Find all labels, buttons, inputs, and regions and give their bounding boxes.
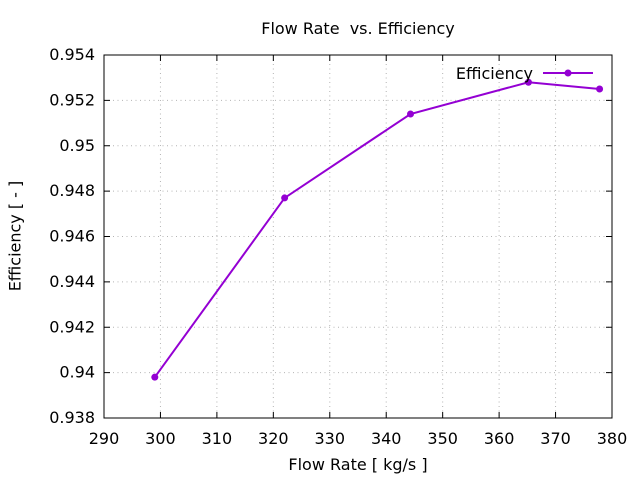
legend-label: Efficiency xyxy=(456,64,533,83)
gridlines xyxy=(103,54,613,419)
y-tick-label: 0.938 xyxy=(49,408,95,427)
y-tick-label: 0.95 xyxy=(59,136,95,155)
tick-marks xyxy=(103,54,613,419)
y-tick-label: 0.94 xyxy=(59,363,95,382)
data-point-marker xyxy=(596,85,604,93)
chart-title: Flow Rate vs. Efficiency xyxy=(261,19,455,38)
tick-labels: 290 300 310 320 330 340 350 360 370 380 0.938 0.94 0… xyxy=(49,45,627,448)
x-tick-label: 300 xyxy=(145,429,176,448)
y-tick-label: 0.954 xyxy=(49,45,95,64)
legend-marker xyxy=(564,69,572,77)
data-point-marker xyxy=(281,194,289,202)
y-tick-label: 0.944 xyxy=(49,272,95,291)
data-point-marker xyxy=(406,110,414,118)
x-tick-label: 360 xyxy=(484,429,515,448)
data-point-marker xyxy=(524,78,532,86)
legend: Efficiency xyxy=(456,64,593,83)
data-point-marker xyxy=(151,373,159,381)
x-tick-label: 380 xyxy=(597,429,628,448)
y-tick-label: 0.942 xyxy=(49,317,95,336)
y-tick-label: 0.948 xyxy=(49,181,95,200)
series-line xyxy=(153,81,600,378)
data-series xyxy=(151,78,604,381)
x-tick-label: 340 xyxy=(371,429,402,448)
plot-border xyxy=(103,54,613,419)
x-tick-label: 290 xyxy=(89,429,120,448)
x-tick-label: 320 xyxy=(258,429,289,448)
x-tick-label: 370 xyxy=(540,429,571,448)
y-tick-label: 0.946 xyxy=(49,227,95,246)
x-axis-title: Flow Rate [ kg/s ] xyxy=(288,455,428,474)
y-tick-label: 0.952 xyxy=(49,90,95,109)
x-tick-label: 330 xyxy=(315,429,346,448)
x-tick-label: 310 xyxy=(202,429,233,448)
x-tick-label: 350 xyxy=(427,429,458,448)
